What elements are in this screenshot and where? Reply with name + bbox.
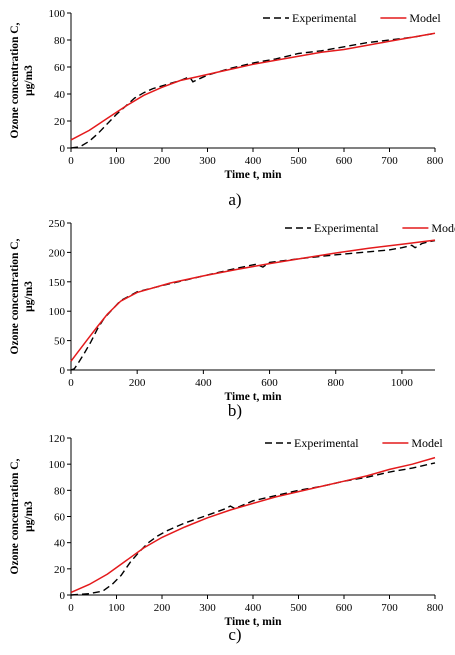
y-tick-label: 20 bbox=[54, 564, 66, 576]
x-tick-label: 400 bbox=[195, 377, 212, 389]
x-tick-label: 600 bbox=[336, 155, 353, 167]
y-axis-title: Ozone concentration C, μg/m3 bbox=[9, 22, 35, 138]
x-tick-label: 400 bbox=[245, 155, 262, 167]
x-axis-title: Time t, min bbox=[225, 616, 283, 628]
y-tick-label: 0 bbox=[60, 365, 66, 377]
x-tick-label: 700 bbox=[381, 602, 398, 614]
x-tick-label: 800 bbox=[327, 377, 344, 389]
series-line-model bbox=[70, 239, 436, 362]
y-tick-label: 200 bbox=[49, 247, 66, 259]
x-axis-title: Time t, min bbox=[225, 169, 283, 181]
y-tick-label: 80 bbox=[54, 35, 66, 47]
x-tick-label: 0 bbox=[68, 602, 74, 614]
x-tick-label: 300 bbox=[199, 155, 216, 167]
y-axis-title: Ozone concentration C, μg/m3 bbox=[9, 238, 35, 354]
legend-label: Model bbox=[409, 11, 441, 25]
chart-panel-1: 0 20 40 60 80 100 0 100 200 300 400 500 600 700 800 Tim… bbox=[9, 8, 444, 209]
legend-label: Experimental bbox=[292, 11, 357, 25]
y-tick-label: 50 bbox=[54, 336, 66, 348]
series-line-experimental bbox=[70, 32, 436, 149]
legend-label: Experimental bbox=[294, 436, 359, 450]
x-tick-label: 200 bbox=[129, 377, 146, 389]
x-axis-title: Time t, min bbox=[225, 391, 283, 403]
y-tick-label: 100 bbox=[49, 459, 66, 471]
legend-label: Model bbox=[431, 221, 455, 235]
legend: Experimental Model bbox=[263, 11, 441, 25]
y-tick-label: 100 bbox=[49, 8, 66, 20]
y-tick-label: 120 bbox=[49, 433, 66, 445]
y-tick-label: 250 bbox=[49, 218, 66, 230]
legend-label: Experimental bbox=[314, 221, 379, 235]
y-tick-label: 60 bbox=[54, 62, 66, 74]
y-tick-label: 100 bbox=[49, 306, 66, 318]
x-tick-label: 0 bbox=[68, 155, 74, 167]
series-line-experimental bbox=[70, 239, 436, 371]
y-tick-label: 60 bbox=[54, 512, 66, 524]
y-tick-label: 150 bbox=[49, 277, 66, 289]
legend-label: Model bbox=[411, 436, 443, 450]
x-tick-label: 600 bbox=[261, 377, 278, 389]
x-tick-label: 500 bbox=[290, 155, 307, 167]
x-tick-label: 800 bbox=[427, 155, 444, 167]
x-tick-label: 100 bbox=[108, 155, 125, 167]
y-tick-label: 0 bbox=[60, 143, 66, 155]
legend: Experimental Model bbox=[265, 436, 443, 450]
series-line-experimental bbox=[70, 462, 436, 596]
x-tick-label: 0 bbox=[68, 377, 74, 389]
x-tick-label: 600 bbox=[336, 602, 353, 614]
series-line-model bbox=[70, 456, 436, 594]
x-tick-label: 1000 bbox=[391, 377, 414, 389]
legend: Experimental Model bbox=[285, 221, 455, 235]
chart-panel-3: 0 20 40 60 80 100 120 0 100 200 300 400 500 600 700 800… bbox=[9, 433, 444, 644]
chart-panel-2: 0 50 100 150 200 250 0 200 400 600 800 1000 Time t, … bbox=[9, 218, 455, 420]
y-tick-label: 80 bbox=[54, 485, 66, 497]
panel-label: c) bbox=[228, 625, 241, 644]
y-tick-label: 20 bbox=[54, 116, 66, 128]
x-tick-label: 400 bbox=[245, 602, 262, 614]
panel-label: b) bbox=[228, 401, 242, 420]
x-tick-label: 100 bbox=[108, 602, 125, 614]
series-line-model bbox=[70, 32, 436, 141]
x-tick-label: 200 bbox=[154, 155, 171, 167]
x-tick-label: 200 bbox=[154, 602, 171, 614]
y-tick-label: 0 bbox=[60, 590, 66, 602]
y-tick-label: 40 bbox=[54, 89, 66, 101]
y-axis-title: Ozone concentration C, μg/m3 bbox=[9, 458, 35, 574]
x-tick-label: 800 bbox=[427, 602, 444, 614]
x-tick-label: 700 bbox=[381, 155, 398, 167]
x-tick-label: 300 bbox=[199, 602, 216, 614]
y-tick-label: 40 bbox=[54, 538, 66, 550]
panel-label: a) bbox=[228, 190, 241, 209]
x-tick-label: 500 bbox=[290, 602, 307, 614]
